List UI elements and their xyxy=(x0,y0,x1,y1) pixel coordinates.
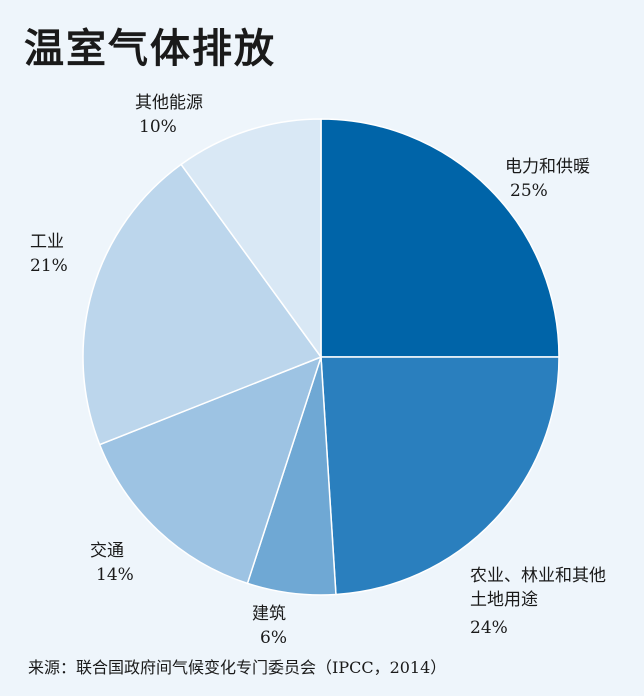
chart-title: 温室气体排放 xyxy=(24,26,276,72)
source-note: 来源：联合国政府间气候变化专门委员会（IPCC，2014） xyxy=(28,658,447,677)
slice-value-label: 25% xyxy=(510,181,548,201)
pie-slice xyxy=(320,118,560,358)
pie-slice xyxy=(320,356,560,596)
slice-label: 建筑 xyxy=(252,604,286,624)
slice-label: 电力和供暖 xyxy=(505,157,590,177)
slice-label: 交通 xyxy=(90,541,124,561)
pie-slice xyxy=(82,163,323,446)
slice-value-label: 24% xyxy=(470,618,508,638)
pie-slice xyxy=(98,355,323,585)
slice-value-label: 14% xyxy=(96,565,134,585)
slice-value-label: 21% xyxy=(30,256,68,276)
slice-label: 农业、林业和其他 xyxy=(470,566,606,586)
pie-slice xyxy=(180,118,322,360)
slice-label: 其他能源 xyxy=(135,93,203,113)
slice-label: 工业 xyxy=(30,232,64,252)
slice-value-label: 6% xyxy=(260,628,287,648)
slice-value-label: 10% xyxy=(139,117,177,137)
slice-label: 土地用途 xyxy=(470,590,538,610)
